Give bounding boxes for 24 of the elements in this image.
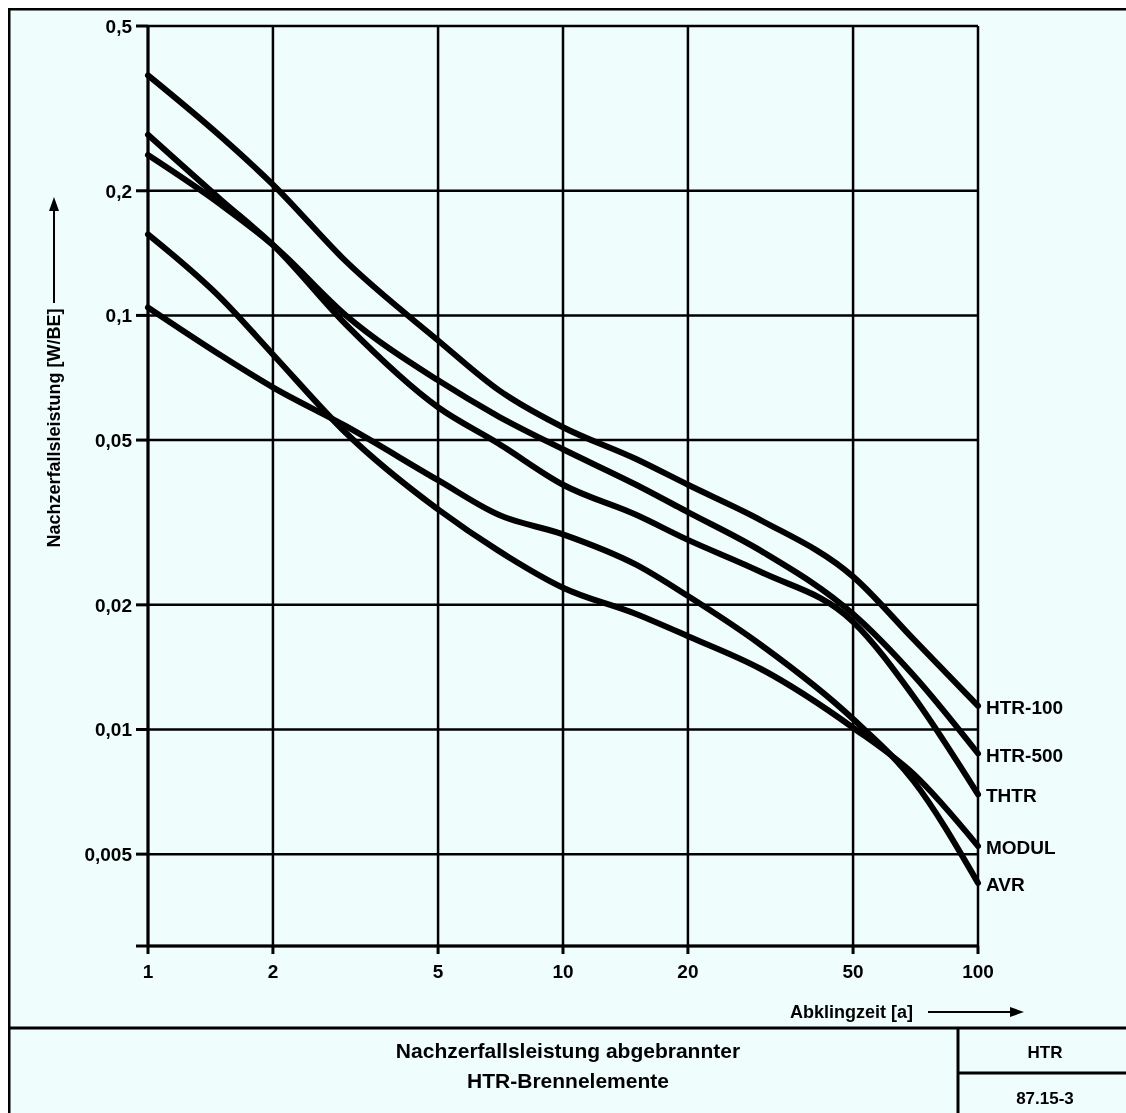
y-tick-label: 0,05 <box>95 430 133 452</box>
x-tick-label: 5 <box>432 961 444 982</box>
text: HTR <box>1027 1043 1063 1062</box>
y-tick-label: 0,1 <box>105 305 133 327</box>
series-label: HTR-100 <box>986 696 1064 718</box>
x-tick-label: 10 <box>552 961 574 982</box>
y-tick-label: 0,5 <box>105 16 133 37</box>
series-label: AVR <box>986 873 1025 895</box>
y-axis-title: Nachzerfallsleistung [W/BE] <box>44 308 64 548</box>
series-label: HTR-500 <box>986 744 1064 766</box>
x-tick-label: 20 <box>677 961 699 982</box>
x-tick-label: 100 <box>962 961 994 982</box>
x-tick-label: 2 <box>267 961 279 982</box>
x-tick-label: 1 <box>142 961 154 982</box>
y-tick-label: 0,2 <box>105 180 132 202</box>
x-tick-label: 50 <box>842 961 864 982</box>
series-label: THTR <box>986 785 1037 807</box>
y-tick-label: 0,005 <box>84 844 133 866</box>
series-label: MODUL <box>986 837 1057 859</box>
text: 87.15-3 <box>1016 1089 1074 1108</box>
x-axis-title: Abklingzeit [a] <box>789 1002 913 1022</box>
y-tick-label: 0,01 <box>95 719 133 741</box>
y-tick-label: 0,02 <box>95 594 132 616</box>
text: Nachzerfallsleistung abgebrannter HTR-Brennelemente <box>395 1039 741 1092</box>
